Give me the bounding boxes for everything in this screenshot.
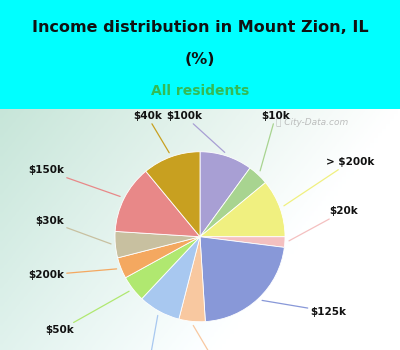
Wedge shape — [115, 171, 200, 237]
Wedge shape — [142, 237, 200, 319]
Text: $125k: $125k — [262, 300, 346, 316]
Wedge shape — [200, 183, 285, 237]
Text: $150k: $150k — [28, 166, 120, 196]
Text: Income distribution in Mount Zion, IL: Income distribution in Mount Zion, IL — [32, 20, 368, 35]
Text: (%): (%) — [185, 52, 215, 67]
Wedge shape — [118, 237, 200, 278]
Wedge shape — [179, 237, 205, 322]
Wedge shape — [200, 152, 250, 237]
Text: $60k: $60k — [193, 326, 233, 350]
Text: All residents: All residents — [151, 84, 249, 98]
Text: $20k: $20k — [289, 206, 358, 241]
Wedge shape — [200, 237, 285, 247]
Wedge shape — [126, 237, 200, 299]
Wedge shape — [115, 231, 200, 258]
Text: $200k: $200k — [28, 269, 117, 280]
Text: $75k: $75k — [134, 315, 164, 350]
Wedge shape — [200, 237, 284, 322]
Wedge shape — [146, 152, 200, 237]
Text: $10k: $10k — [260, 111, 290, 171]
Wedge shape — [200, 168, 266, 237]
Text: $100k: $100k — [167, 111, 225, 152]
Text: $30k: $30k — [35, 216, 111, 244]
Text: $50k: $50k — [46, 291, 129, 335]
Text: > $200k: > $200k — [284, 157, 374, 206]
Text: $40k: $40k — [133, 111, 169, 153]
Text: ⓘ City-Data.com: ⓘ City-Data.com — [276, 118, 348, 127]
